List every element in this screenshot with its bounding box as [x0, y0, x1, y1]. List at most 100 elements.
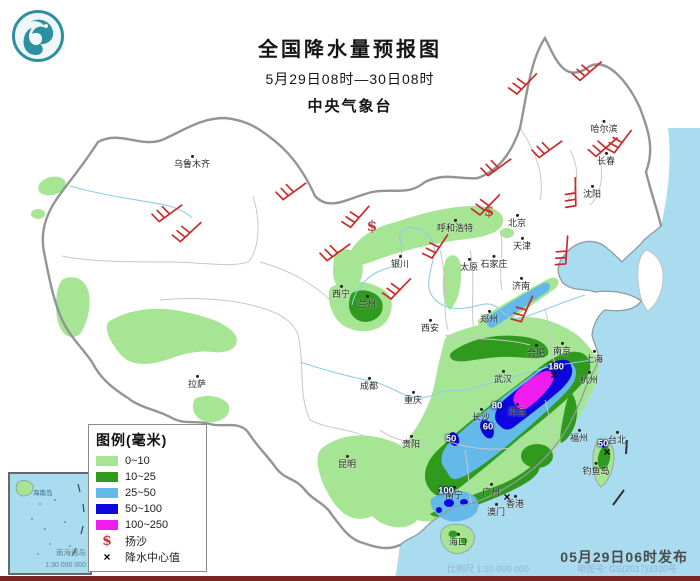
city-dot	[456, 532, 460, 536]
legend-swatch	[96, 519, 118, 530]
city-label: 南京	[553, 341, 571, 356]
wind-barb-icon	[470, 194, 501, 216]
city-name: 合肥	[526, 347, 546, 358]
city-dot	[515, 213, 519, 217]
legend-symbol-item: × 降水中心值	[96, 549, 199, 564]
national-border	[41, 35, 663, 550]
wind-barb-icon	[421, 234, 449, 259]
map-title: 全国降水量预报图	[258, 39, 442, 61]
city-dot	[513, 494, 517, 498]
city-label: 澳门	[486, 502, 506, 517]
sand-symbol-icon: $	[102, 532, 112, 549]
city-label: 石家庄	[480, 254, 508, 269]
cma-logo-icon	[10, 8, 66, 64]
city-label: 香港	[505, 494, 525, 509]
south-china-sea-inset: 海南岛 南海诸岛 1:30 000 000	[8, 472, 92, 575]
legend-panel: 图例(毫米) 0~10 10~25 25~50 50~100 100~250 $ 扬沙 × 降水…	[88, 424, 207, 572]
rain-center-cross: ×	[550, 368, 558, 382]
city-dot	[615, 430, 619, 434]
city-name: 长春	[596, 155, 616, 166]
legend-swatch	[96, 487, 118, 498]
city-name: 太原	[459, 261, 479, 272]
wind-barb-icon	[604, 129, 632, 154]
legend-symbol-item: $ 扬沙	[96, 532, 199, 549]
wind-barb-icon	[564, 177, 577, 209]
city-name: 香港	[505, 498, 525, 509]
rain-center-value: 80	[491, 400, 503, 412]
city-dot	[190, 154, 194, 158]
city-name: 贵阳	[401, 438, 421, 449]
city-label: 太原	[459, 257, 479, 272]
city-label: 西安	[420, 318, 440, 333]
wind-barb-icon	[171, 221, 202, 243]
city-name: 拉萨	[187, 378, 207, 389]
province-borders	[61, 127, 603, 506]
city-name: 兰州	[357, 298, 377, 309]
city-label: 台北	[607, 430, 627, 445]
city-name: 沈阳	[582, 188, 602, 199]
city-label: 上海	[584, 349, 604, 364]
city-name: 西宁	[331, 288, 351, 299]
legend-swatch	[96, 471, 118, 482]
city-name: 上海	[584, 353, 604, 364]
bottom-bar	[0, 576, 700, 581]
city-label: 合肥	[526, 343, 546, 358]
city-label: 呼和浩特	[437, 218, 473, 233]
city-name: 郑州	[479, 313, 499, 324]
issuing-agency: 中央气象台	[307, 98, 393, 115]
forecast-period: 5月29日08时—30日08时	[265, 71, 435, 87]
city-dot	[345, 454, 349, 458]
city-dot	[590, 184, 594, 188]
city-dot	[367, 376, 371, 380]
city-name: 南宁	[444, 489, 464, 500]
city-name: 重庆	[403, 394, 423, 405]
rain-areas	[31, 176, 599, 528]
city-dot	[365, 294, 369, 298]
city-label: 天津	[512, 236, 532, 251]
city-dot	[453, 218, 457, 222]
city-name: 昆明	[337, 458, 357, 469]
city-name: 天津	[512, 240, 532, 251]
legend-swatch	[96, 455, 118, 466]
legend-item: 10~25	[96, 469, 199, 484]
city-label: 沈阳	[582, 184, 602, 199]
legend-item: 50~100	[96, 501, 199, 516]
city-label: 成都	[360, 376, 378, 391]
city-name: 北京	[507, 217, 527, 228]
city-label: 钓鱼岛	[582, 461, 610, 476]
city-name: 澳门	[486, 506, 506, 517]
city-name: 钓鱼岛	[582, 465, 610, 476]
city-label: 南昌	[508, 402, 526, 417]
boundary-dash	[625, 439, 628, 455]
city-name: 广州	[481, 486, 501, 497]
city-name: 西安	[420, 322, 440, 333]
city-name: 杭州	[579, 374, 599, 385]
city-name: 台北	[607, 434, 627, 445]
wind-barb-icon	[480, 158, 512, 177]
rain-center-value: 60	[482, 421, 494, 433]
city-label: 福州	[570, 428, 588, 443]
legend-item: 25~50	[96, 485, 199, 500]
rain-center-value: 180	[548, 361, 564, 373]
legend-item-label: 50~100	[125, 502, 163, 515]
islands	[440, 439, 628, 555]
city-dot	[587, 370, 591, 374]
wind-barb-icon	[381, 278, 412, 300]
wind-barb-icon	[275, 182, 307, 201]
city-dot	[489, 482, 493, 486]
city-label: 昆明	[337, 454, 357, 469]
city-dot	[577, 428, 581, 432]
city-dot	[515, 402, 519, 406]
legend-item-label: 100~250	[125, 518, 169, 531]
city-label: 哈尔滨	[590, 119, 618, 134]
map-scale: 比例尺 1:20 000 000	[447, 564, 530, 574]
rain-center-value: 50	[597, 438, 609, 450]
city-name: 乌鲁木齐	[173, 158, 211, 169]
rain-center-cross: ×	[503, 490, 511, 504]
city-label: 西宁	[331, 284, 351, 299]
legend-items: 0~10 10~25 25~50 50~100 100~250 $ 扬沙 × 降水中心值	[96, 453, 199, 564]
city-name: 济南	[511, 280, 531, 291]
city-label: 乌鲁木齐	[173, 154, 211, 169]
